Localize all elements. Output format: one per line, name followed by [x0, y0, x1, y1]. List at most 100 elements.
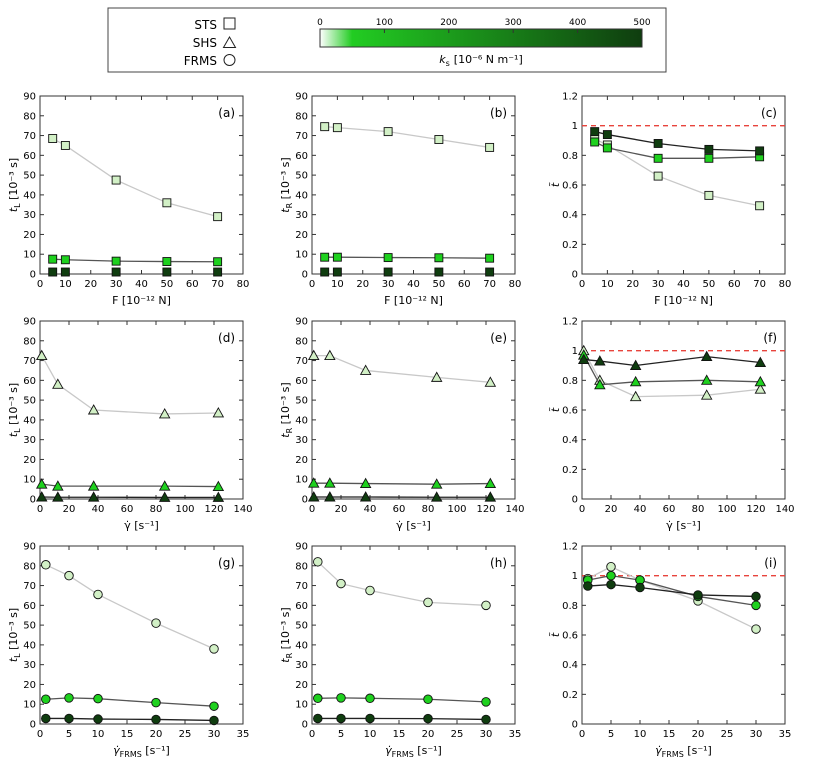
x-tick-label: 10 — [92, 729, 105, 740]
data-point — [209, 715, 219, 726]
panel-label: (e) — [490, 331, 507, 345]
x-axis-label: γ̇ [s⁻¹] — [666, 519, 701, 532]
data-point — [41, 713, 51, 724]
x-tick-label: 10 — [634, 729, 647, 740]
x-axis-label: γ̇ [s⁻¹] — [396, 519, 431, 532]
data-point — [87, 480, 100, 491]
y-tick-label: 30 — [23, 210, 36, 221]
y-tick-label: 40 — [23, 190, 36, 201]
series-high — [577, 350, 767, 370]
x-tick-label: 100 — [717, 504, 736, 515]
y-tick-label: 60 — [295, 601, 308, 612]
data-point — [336, 578, 346, 589]
data-point — [590, 127, 600, 137]
series-line — [594, 138, 760, 207]
y-tick-label: 90 — [23, 92, 36, 103]
plot-frame — [39, 95, 244, 275]
y-tick-label: 80 — [23, 336, 36, 347]
y-tick-label: 60 — [23, 151, 36, 162]
x-tick-label: 60 — [458, 279, 471, 290]
data-point — [481, 600, 491, 611]
y-tick-label: 1 — [572, 571, 578, 582]
x-tick-label: 20 — [84, 279, 97, 290]
series-high — [313, 713, 491, 725]
x-tick-label: 70 — [753, 279, 766, 290]
y-tick-label: 0.6 — [562, 181, 578, 192]
plot-frame — [311, 545, 516, 725]
data-point — [162, 257, 172, 266]
colorbar-ticks: 0 100 200 300 400 500 — [317, 18, 651, 33]
data-point — [332, 267, 342, 277]
data-point — [151, 697, 161, 708]
y-tick-label: 0 — [302, 495, 308, 506]
y-tick-label: 1 — [572, 346, 578, 357]
x-tick-label: 0 — [579, 279, 585, 290]
data-point — [48, 254, 58, 264]
y-tick-label: 90 — [295, 92, 308, 103]
panel-c: 0 0.2 0.4 0.6 0.8 1 1.2 0 10 20 30 40 50 60 70 80 (c) F [… — [549, 92, 791, 308]
data-point — [307, 477, 320, 488]
data-point — [635, 582, 645, 593]
series-high — [583, 579, 761, 602]
series-line — [583, 350, 761, 398]
legend-label-sts: STS — [194, 18, 217, 32]
x-tick-label: 20 — [692, 729, 705, 740]
y-tick-label: 0.2 — [562, 465, 578, 476]
data-point — [700, 389, 713, 400]
data-point — [700, 350, 713, 362]
data-point — [606, 579, 616, 590]
y-tick-label: 0 — [572, 720, 578, 731]
panel-label: (g) — [218, 556, 235, 570]
data-point — [213, 267, 223, 277]
data-point — [35, 349, 48, 361]
x-tick-label: 35 — [779, 729, 792, 740]
series-line — [41, 355, 219, 415]
y-tick-label: 50 — [23, 171, 36, 182]
data-point — [359, 477, 372, 489]
data-point — [324, 349, 336, 361]
data-point — [41, 694, 51, 705]
series-mid — [320, 252, 495, 263]
data-point — [629, 359, 642, 370]
data-point — [87, 491, 100, 502]
data-point — [430, 371, 443, 382]
y-axis-label: tL [10⁻³ s] — [7, 158, 22, 212]
data-point — [700, 374, 713, 385]
data-point — [213, 212, 223, 222]
data-point — [594, 355, 606, 366]
y-tick-label: 30 — [23, 660, 36, 671]
panel-g: 0 10 20 30 40 50 60 70 80 90 0 5 10 15 20 25 30 35 (g) γ̇FR… — [7, 542, 249, 760]
x-tick-label: 10 — [331, 279, 344, 290]
x-tick-label: 40 — [135, 279, 148, 290]
data-point — [365, 585, 375, 596]
legend-triangle-marker — [222, 35, 237, 48]
y-tick-label: 40 — [23, 415, 36, 426]
series-low — [577, 344, 767, 402]
data-point — [485, 253, 495, 263]
x-tick-label: 0 — [37, 504, 43, 515]
series-line — [52, 258, 218, 263]
series-mid — [313, 693, 491, 707]
data-point — [629, 375, 642, 387]
data-point — [481, 697, 491, 707]
data-point — [484, 376, 497, 387]
x-tick-label: 25 — [721, 729, 734, 740]
data-point — [336, 713, 346, 724]
y-tick-label: 0.4 — [562, 210, 578, 221]
x-tick-label: 60 — [728, 279, 741, 290]
data-point — [653, 139, 663, 148]
data-point — [594, 378, 606, 390]
y-tick-label: 0.2 — [562, 690, 578, 701]
x-axis-label: F [10⁻¹² N] — [654, 294, 713, 307]
y-axis-label: tR [10⁻³ s] — [279, 157, 294, 212]
y-tick-label: 70 — [23, 356, 36, 367]
data-point — [64, 693, 74, 703]
x-tick-label: 0 — [579, 729, 585, 740]
data-point — [162, 267, 172, 277]
colorbar-tick-label: 100 — [376, 18, 393, 28]
y-tick-label: 0 — [572, 270, 578, 281]
x-tick-label: 0 — [37, 729, 43, 740]
y-tick-label: 20 — [295, 455, 308, 466]
panel-label: (i) — [764, 556, 777, 570]
data-point — [484, 477, 497, 489]
